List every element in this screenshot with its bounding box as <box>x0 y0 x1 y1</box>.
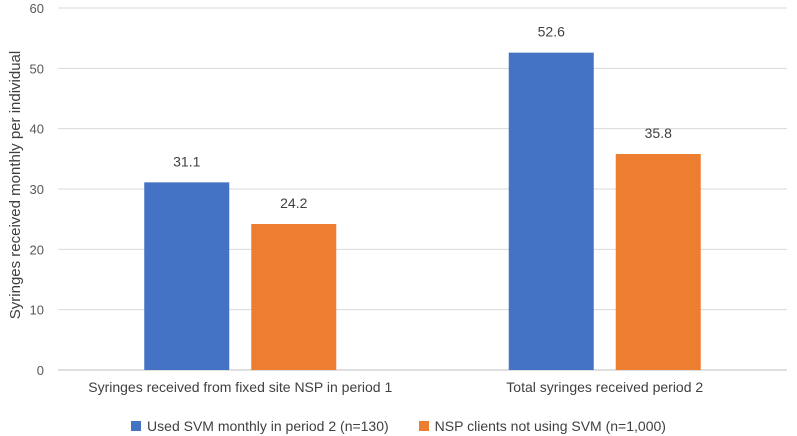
legend-label-non-svm: NSP clients not using SVM (n=1,000) <box>434 418 666 434</box>
data-labels: 31.1 24.2 52.6 35.8 <box>173 24 672 211</box>
bar-non-svm-0 <box>251 223 337 370</box>
data-label: 52.6 <box>538 24 565 40</box>
y-tick-label: 10 <box>30 303 44 318</box>
y-tick-label: 0 <box>37 363 44 378</box>
legend-swatch-non-svm <box>418 421 429 431</box>
y-axis-label: Syringes received monthly per individual <box>7 51 24 319</box>
data-label: 35.8 <box>645 125 672 141</box>
y-tick-label: 30 <box>30 182 44 197</box>
legend-item-svm: Used SVM monthly in period 2 (n=130) <box>131 418 389 434</box>
bar-non-svm-1 <box>615 154 701 370</box>
y-tick-label: 40 <box>30 122 44 137</box>
bar-svm-0 <box>144 182 230 370</box>
legend-item-non-svm: NSP clients not using SVM (n=1,000) <box>418 418 666 434</box>
y-tick-label: 20 <box>30 242 44 257</box>
data-label: 31.1 <box>173 153 200 169</box>
category-label: Total syringes received period 2 <box>506 379 703 395</box>
y-axis-ticks: 0 10 20 30 40 50 60 <box>30 1 44 378</box>
legend-swatch-svm <box>131 421 142 431</box>
category-label: Syringes received from fixed site NSP in… <box>88 379 392 395</box>
bars <box>144 52 701 370</box>
bar-svm-1 <box>508 52 594 370</box>
legend: Used SVM monthly in period 2 (n=130) NSP… <box>0 418 797 434</box>
category-labels: Syringes received from fixed site NSP in… <box>88 379 703 395</box>
data-label: 24.2 <box>280 195 307 211</box>
legend-label-svm: Used SVM monthly in period 2 (n=130) <box>147 418 389 434</box>
bar-chart: 0 10 20 30 40 50 60 31.1 24.2 52.6 35.8 Syringes … <box>7 1 787 395</box>
y-tick-label: 50 <box>30 61 44 76</box>
y-tick-label: 60 <box>30 1 44 16</box>
